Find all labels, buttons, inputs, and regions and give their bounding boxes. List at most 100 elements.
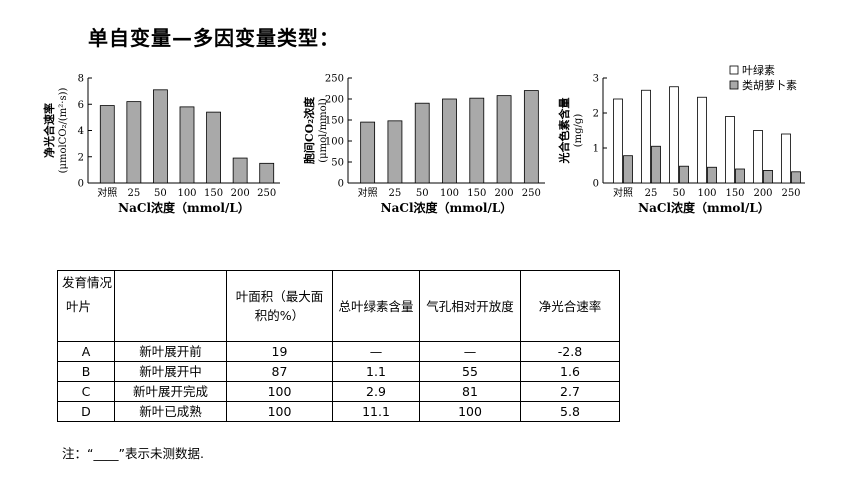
table-row: D 新叶已成熟 100 11.1 100 5.8 xyxy=(57,401,620,422)
bar-chlorophyll xyxy=(725,116,735,184)
y-axis-label: 胞间CO₂浓度 xyxy=(302,96,316,164)
x-tick-label: 100 xyxy=(440,188,459,199)
table-cell: A xyxy=(57,341,115,362)
bar-value xyxy=(126,101,142,184)
table-cell: 100 xyxy=(226,401,333,422)
bar-chlorophyll xyxy=(669,86,679,184)
table-cell: -2.8 xyxy=(520,341,620,362)
x-axis-label: NaCl浓度（mmol/L） xyxy=(381,200,513,215)
x-tick-label: 150 xyxy=(204,188,223,199)
table-cell: B xyxy=(57,361,115,382)
x-tick-label: 100 xyxy=(697,188,716,199)
y-tick-label: 2 xyxy=(78,152,84,163)
bar-value xyxy=(387,120,403,184)
y-axis-label: 净光合速率 xyxy=(42,103,56,158)
x-tick-label: 对照 xyxy=(358,186,378,199)
legend-swatch xyxy=(729,80,739,90)
corner-left-label: 叶片 xyxy=(66,299,92,314)
y-tick-label: 0 xyxy=(338,179,344,190)
x-tick-label: 对照 xyxy=(97,186,117,199)
legend-swatch xyxy=(729,65,739,75)
bar-chlorophyll xyxy=(613,98,623,184)
table-cell: D xyxy=(57,401,115,422)
x-tick-label: 50 xyxy=(673,188,686,199)
table-cell: C xyxy=(57,381,115,402)
x-tick-label: 100 xyxy=(177,188,196,199)
bar-carotenoid xyxy=(763,170,773,184)
bar-chlorophyll xyxy=(697,96,707,184)
legend-label: 叶绿素 xyxy=(742,63,775,77)
y-tick-label: 4 xyxy=(78,126,84,137)
table-cell: 11.1 xyxy=(332,401,420,422)
bar-value xyxy=(99,105,115,184)
x-tick-label: 25 xyxy=(389,188,402,199)
bar-value xyxy=(442,98,457,184)
bar-carotenoid xyxy=(735,168,745,184)
y-tick-label: 8 xyxy=(78,74,84,85)
intercellular-co2-chart: 0 50 100 150 200 250 胞间CO₂浓度 (μmol/mmol) 对照 25 50 1… xyxy=(302,74,545,215)
table-cell: 81 xyxy=(419,381,521,402)
table-cell: 新叶展开完成 xyxy=(114,381,227,402)
table-cell: — xyxy=(419,341,521,362)
table-row: A 新叶展开前 19— — -2.8 xyxy=(57,341,620,362)
table-cell: — xyxy=(332,341,420,362)
x-tick-label: 200 xyxy=(231,188,250,199)
x-axis-label: NaCl浓度（mmol/L） xyxy=(118,200,250,215)
table-cell: 新叶展开前 xyxy=(114,341,227,362)
table-cell: 1.1 xyxy=(332,361,420,382)
bar-chlorophyll xyxy=(641,89,651,184)
y-tick-label: 0 xyxy=(593,179,599,190)
legend-label: 类胡萝卜素 xyxy=(742,78,797,92)
table-cell: 2.7 xyxy=(520,381,620,402)
bar-chlorophyll xyxy=(781,133,791,184)
bar-value xyxy=(153,89,168,184)
bar-value xyxy=(496,95,512,184)
bar-carotenoid xyxy=(651,145,661,184)
y-tick-label: 3 xyxy=(593,74,599,85)
bar-value xyxy=(523,90,539,184)
x-tick-label: 200 xyxy=(495,188,514,199)
x-tick-label: 200 xyxy=(753,188,772,199)
x-tick-label: 25 xyxy=(127,188,140,199)
bar-carotenoid xyxy=(707,166,717,184)
y-axis-unit: (μmol/mmol) xyxy=(318,98,329,163)
y-axis-unit: (mg/g) xyxy=(573,114,584,148)
table-cell: 新叶展开中 xyxy=(114,361,227,382)
x-tick-label: 250 xyxy=(781,188,800,199)
table-cell: 1.6 xyxy=(520,361,620,382)
y-axis-label: 光合色素含量 xyxy=(557,98,571,165)
table-header: 叶面积（最大面积的%） xyxy=(226,270,333,342)
y-tick-label: 250 xyxy=(325,74,344,85)
bar-value xyxy=(414,102,430,184)
x-tick-label: 对照 xyxy=(613,186,633,199)
table-cell: 新叶已成熟 xyxy=(114,401,227,422)
table-row: B 新叶展开中 87 1.1 55 1.6 xyxy=(57,361,620,382)
table-cell: 87 xyxy=(226,361,333,382)
table-cell: 55 xyxy=(419,361,521,382)
y-tick-label: 1 xyxy=(593,144,599,155)
bar-value xyxy=(469,97,485,184)
x-tick-label: 150 xyxy=(725,188,744,199)
bar-value xyxy=(206,111,221,184)
bar-value xyxy=(360,121,376,184)
table-cell: 5.8 xyxy=(520,401,620,422)
y-tick-label: 50 xyxy=(331,158,344,169)
bar-chlorophyll xyxy=(753,130,763,184)
bar-value xyxy=(259,162,275,184)
photosynthetic-pigment-chart: 0 1 2 3 光合色素含量 (mg/g) 对照 25 50 100 150 200 250 NaCl浓度… xyxy=(557,63,805,215)
y-tick-label: 200 xyxy=(325,95,344,106)
y-tick-label: 150 xyxy=(325,116,344,127)
table-header: 气孔相对开放度 xyxy=(419,270,521,342)
table-header: 总叶绿素含量 xyxy=(332,270,420,342)
y-tick-label: 2 xyxy=(593,109,599,120)
table-cell: 2.9 xyxy=(332,381,420,402)
net-photosynthesis-chart: 0 2 4 6 8 净光合速率 (μmolCO₂/(m²·s)) 对照 25 50 100 150 20… xyxy=(42,74,280,215)
y-axis-unit: (μmolCO₂/(m²·s)) xyxy=(58,87,69,173)
leaf-development-table: 发育情况 叶片 叶面积（最大面积的%） 总叶绿素含量 气孔相对开放度 净光合速率… xyxy=(57,270,620,422)
y-tick-label: 0 xyxy=(78,179,84,190)
table-header: 净光合速率 xyxy=(520,270,620,342)
bar-carotenoid xyxy=(679,165,689,184)
x-tick-label: 250 xyxy=(257,188,276,199)
table-header-blank xyxy=(114,270,227,342)
x-tick-label: 25 xyxy=(645,188,658,199)
